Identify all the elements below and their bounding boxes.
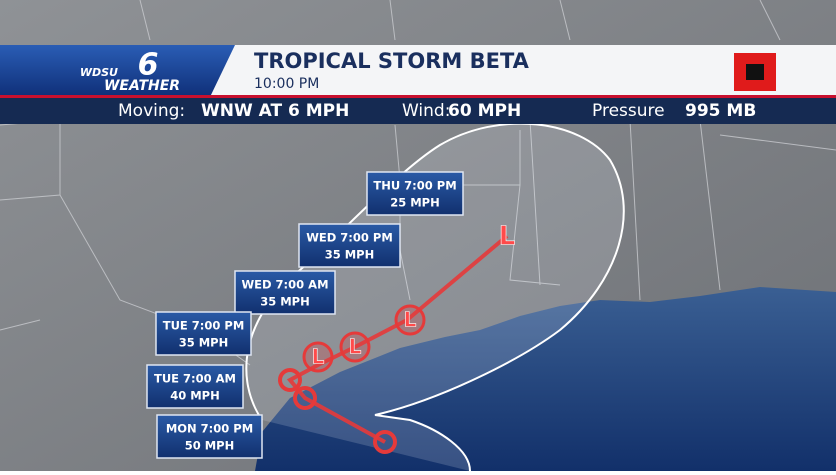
forecast-box xyxy=(156,414,263,459)
moving-label: Moving: xyxy=(118,101,185,121)
forecast-label: TUE 7:00 AM 40 MPH xyxy=(146,364,244,409)
time: 10:00 PM xyxy=(254,76,319,92)
alert-icon-inner xyxy=(746,64,764,80)
forecast-label: TUE 7:00 PM 35 MPH xyxy=(155,311,252,356)
wind-value: 60 MPH xyxy=(448,101,521,121)
pressure-value: 995 MB xyxy=(685,101,756,121)
header-rule xyxy=(0,95,836,98)
wind-label: Wind: xyxy=(402,101,450,121)
logo-brand: WEATHER xyxy=(104,78,180,94)
forecast-box xyxy=(298,223,401,268)
track-ring xyxy=(339,331,371,363)
track-ring xyxy=(394,304,426,336)
track-markers: L LLL xyxy=(302,221,516,373)
forecast-wind: 35 MPH xyxy=(325,248,375,262)
forecast-wind: 35 MPH xyxy=(260,295,310,309)
track-line xyxy=(286,234,509,444)
storm-symbol xyxy=(293,386,317,410)
track-marker: L xyxy=(499,222,516,252)
info-bar xyxy=(0,98,836,124)
track-marker: L xyxy=(349,335,362,359)
forecast-box xyxy=(366,171,464,216)
forecast-time: THU 7:00 PM xyxy=(373,179,456,193)
forecast-label: WED 7:00 PM 35 MPH xyxy=(298,223,401,268)
forecast-box xyxy=(146,364,244,409)
track-ring xyxy=(302,341,334,373)
forecast-wind: 35 MPH xyxy=(179,336,229,350)
track-marker: L xyxy=(404,308,417,332)
forecast-wind: 40 MPH xyxy=(170,389,220,403)
forecast-box xyxy=(234,270,336,315)
forecast-time: MON 7:00 PM xyxy=(166,422,253,436)
forecast-label: MON 7:00 PM 50 MPH xyxy=(156,414,263,459)
pressure-label: Pressure xyxy=(592,101,665,121)
forecast-time: WED 7:00 AM xyxy=(241,278,328,292)
forecast-label: WED 7:00 AM 35 MPH xyxy=(234,270,336,315)
forecast-label: THU 7:00 PM 25 MPH xyxy=(366,171,464,216)
logo-panel xyxy=(0,45,235,97)
logo-channel: 6 xyxy=(138,48,159,83)
storm-symbol xyxy=(278,368,302,392)
moving-value: WNW AT 6 MPH xyxy=(201,101,349,121)
logo-station: WDSU xyxy=(80,66,118,79)
title: TROPICAL STORM BETA xyxy=(254,49,530,73)
forecast-time: TUE 7:00 PM xyxy=(163,319,245,333)
forecast-wind: 25 MPH xyxy=(390,196,440,210)
forecast-time: TUE 7:00 AM xyxy=(154,372,236,386)
gulf xyxy=(255,287,836,471)
forecast-time: WED 7:00 PM xyxy=(306,231,393,245)
forecast-wind: 50 MPH xyxy=(185,439,235,453)
forecast-box xyxy=(155,311,252,356)
track-marker: L xyxy=(312,345,325,369)
storm-symbol xyxy=(373,430,397,454)
